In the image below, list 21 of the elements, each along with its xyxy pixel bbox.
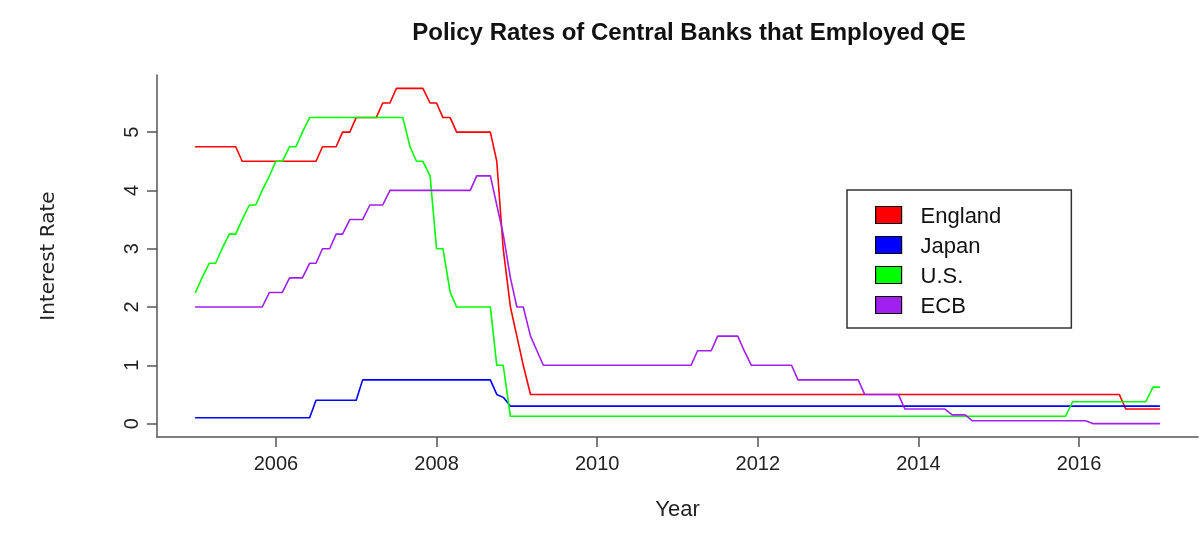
legend-label: England: [920, 202, 1002, 228]
y-tick-label: 2: [120, 301, 142, 313]
chart-title: Policy Rates of Central Banks that Employed QE: [412, 17, 966, 45]
legend-label: U.S.: [920, 262, 964, 288]
x-tick-label: 2008: [414, 452, 459, 474]
y-tick-label: 0: [120, 418, 142, 430]
y-tick-label: 1: [120, 359, 142, 371]
legend-label: Japan: [920, 232, 981, 258]
legend-label: ECB: [920, 292, 966, 318]
x-tick-label: 2010: [574, 452, 620, 474]
x-axis-title: Year: [655, 495, 700, 521]
x-tick-label: 2012: [735, 452, 781, 474]
x-tick-label: 2014: [896, 452, 941, 474]
y-tick-label: 3: [120, 243, 142, 255]
y-tick-label: 4: [120, 184, 142, 196]
x-tick-label: 2016: [1056, 452, 1102, 474]
x-tick-label: 2006: [253, 452, 299, 474]
y-tick-label: 5: [120, 126, 142, 138]
y-axis-title: Interest Rate: [35, 191, 59, 321]
line-series: [194, 379, 1161, 419]
line-series: [194, 175, 1161, 425]
